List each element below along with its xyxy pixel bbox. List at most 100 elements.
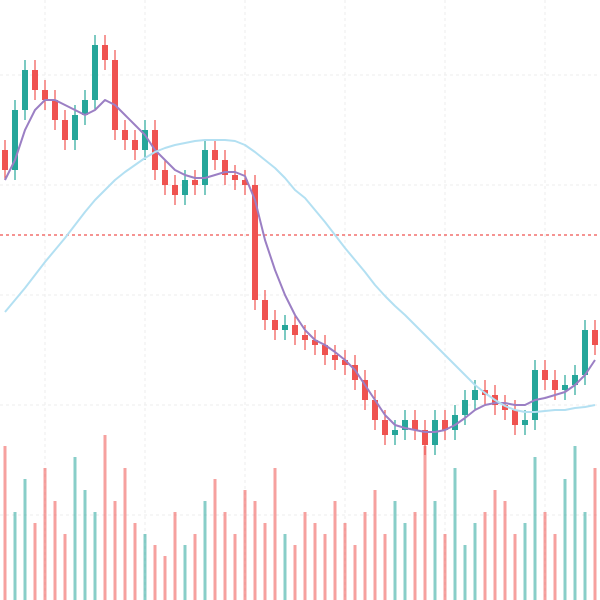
candle-body	[522, 420, 528, 425]
moving-average-line	[4, 139, 596, 413]
volume-bar	[113, 501, 117, 600]
candle-body	[222, 160, 228, 175]
volume-bar	[393, 501, 397, 600]
volume-bar	[83, 490, 87, 600]
candle-body	[2, 150, 8, 170]
candle-body	[412, 420, 418, 430]
volume-bar	[273, 468, 277, 600]
volume-bar	[513, 534, 517, 600]
volume-bar	[533, 457, 537, 600]
candle-body	[12, 110, 18, 170]
volume-bar	[443, 534, 447, 600]
candle-body	[92, 45, 98, 100]
candle-body	[182, 180, 188, 195]
volume-bar	[183, 545, 187, 600]
candles	[2, 35, 598, 455]
candle-body	[242, 180, 248, 185]
volume-bar	[103, 435, 107, 600]
volume-bar	[283, 534, 287, 600]
volume-bar	[233, 534, 237, 600]
volume-bar	[483, 512, 487, 600]
volume-bar	[93, 512, 97, 600]
candle-body	[532, 370, 538, 420]
candle-body	[202, 150, 208, 185]
candle-body	[352, 365, 358, 380]
candle-body	[212, 150, 218, 160]
candle-body	[462, 400, 468, 415]
candle-body	[52, 100, 58, 120]
candle-body	[572, 375, 578, 385]
candle-body	[282, 325, 288, 330]
volume-bar	[493, 490, 497, 600]
volume-bar	[253, 501, 257, 600]
candle-body	[472, 390, 478, 400]
candle-body	[502, 405, 508, 410]
volume-bar	[463, 545, 467, 600]
volume-bar	[503, 501, 507, 600]
candle-body	[232, 175, 238, 180]
volume-bar	[303, 512, 307, 600]
candle-body	[422, 430, 428, 445]
volume-bar	[423, 446, 427, 600]
volume-bar	[3, 446, 7, 600]
candle-body	[272, 320, 278, 330]
candle-body	[372, 400, 378, 420]
volume-bar	[53, 501, 57, 600]
candle-body	[322, 345, 328, 355]
volume-bar	[543, 512, 547, 600]
moving-average-line	[4, 99, 596, 433]
candle-body	[42, 90, 48, 100]
candle-body	[262, 300, 268, 320]
volume-bar	[143, 534, 147, 600]
volume-bar	[563, 479, 567, 600]
volume-bar	[453, 468, 457, 600]
volume-bars	[3, 435, 597, 600]
candle-body	[162, 170, 168, 185]
volume-bar	[413, 512, 417, 600]
candle-body	[582, 330, 588, 375]
volume-bar	[313, 523, 317, 600]
candle-body	[542, 370, 548, 380]
candle-body	[32, 70, 38, 90]
volume-bar	[433, 501, 437, 600]
volume-bar	[473, 523, 477, 600]
candle-body	[392, 430, 398, 435]
volume-bar	[223, 512, 227, 600]
volume-bar	[363, 512, 367, 600]
volume-bar	[173, 512, 177, 600]
candle-body	[512, 410, 518, 425]
volume-bar	[323, 534, 327, 600]
volume-bar	[553, 534, 557, 600]
volume-bar	[263, 523, 267, 600]
candle-body	[562, 385, 568, 390]
candle-body	[122, 130, 128, 140]
volume-bar	[293, 545, 297, 600]
candle-body	[82, 100, 88, 115]
candle-body	[112, 60, 118, 130]
volume-bar	[353, 545, 357, 600]
volume-bar	[573, 446, 577, 600]
volume-bar	[203, 501, 207, 600]
candle-body	[312, 340, 318, 345]
volume-bar	[33, 523, 37, 600]
candle-body	[332, 355, 338, 360]
candle-body	[402, 420, 408, 430]
candle-body	[342, 360, 348, 365]
volume-bar	[383, 534, 387, 600]
volume-bar	[123, 468, 127, 600]
volume-bar	[73, 457, 77, 600]
volume-bar	[153, 545, 157, 600]
candle-body	[62, 120, 68, 140]
volume-bar	[403, 523, 407, 600]
candle-body	[172, 185, 178, 195]
candle-body	[362, 380, 368, 400]
volume-bar	[213, 479, 217, 600]
volume-bar	[373, 490, 377, 600]
candle-body	[252, 185, 258, 300]
candle-body	[452, 415, 458, 430]
candle-body	[442, 420, 448, 430]
candle-body	[132, 140, 138, 150]
volume-bar	[243, 490, 247, 600]
